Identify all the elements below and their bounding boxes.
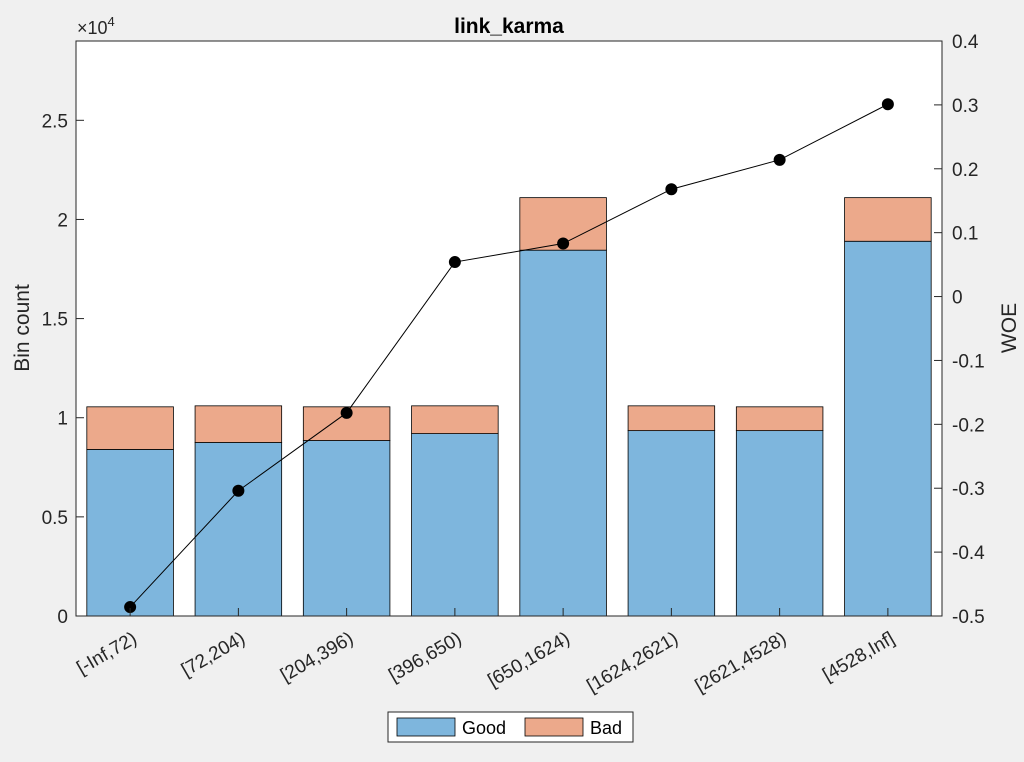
woe-point-7 <box>881 98 894 111</box>
y-axis-label: Bin count <box>11 284 34 372</box>
left-tick-label-3: 1.5 <box>42 310 68 331</box>
bar-good-1 <box>194 442 283 617</box>
legend[interactable]: Good Bad <box>387 711 634 743</box>
woe-polyline <box>129 103 889 608</box>
woe-line-group <box>124 98 894 614</box>
right-tick-label-4: -0.1 <box>952 351 985 372</box>
bar-bad-7 <box>844 197 932 242</box>
bar-good-5 <box>627 430 716 617</box>
left-axis-ticks: 0 0.5 1 1.5 2 2.5 <box>42 111 84 628</box>
woe-point-2 <box>340 406 353 419</box>
woe-point-6 <box>773 153 786 166</box>
bar-good-3 <box>411 433 499 617</box>
right-axis-ticks: -0.5 -0.4 -0.3 -0.2 -0.1 0 0.1 0.2 0.3 0.4 <box>934 32 985 628</box>
woe-point-5 <box>665 183 678 196</box>
left-tick-label-1: 0.5 <box>42 508 68 529</box>
x-tick-label-0: [-Inf,72) <box>73 628 140 679</box>
x-axis-ticks: [-Inf,72) [72,204) [204,396) [396,650) [650,… <box>73 608 898 697</box>
x-tick-label-7: [4528,Inf] <box>819 628 898 686</box>
left-tick-label-4: 2 <box>57 210 68 231</box>
right-tick-label-2: -0.3 <box>952 479 985 500</box>
y-exponent: ×104 <box>77 14 115 38</box>
bar-good-0 <box>86 449 174 617</box>
right-tick-label-1: -0.4 <box>952 543 985 564</box>
y2-axis-label: WOE <box>998 303 1021 353</box>
x-tick-label-5: [1624,2621) <box>584 628 682 697</box>
plot-frame <box>75 40 943 617</box>
left-tick-label-0: 0 <box>57 607 68 628</box>
right-tick-label-3: -0.2 <box>952 415 985 436</box>
right-tick-label-8: 0.3 <box>952 96 978 117</box>
right-tick-label-0: -0.5 <box>952 607 985 628</box>
bar-bad-2 <box>302 406 391 441</box>
legend-label-good: Good <box>462 718 506 738</box>
right-tick-label-7: 0.2 <box>952 160 978 181</box>
left-tick-label-2: 1 <box>57 409 68 430</box>
bar-bad-1 <box>194 405 283 443</box>
bar-good-2 <box>302 440 391 617</box>
x-tick-label-3: [396,650) <box>385 628 465 686</box>
bar-bad-3 <box>411 405 499 434</box>
chart-title: link_karma <box>454 15 564 38</box>
y-exponent-power: 4 <box>108 14 115 29</box>
bar-bad-6 <box>735 406 824 432</box>
y-exponent-base: ×10 <box>77 18 108 38</box>
legend-swatch-good <box>396 717 456 737</box>
right-tick-label-5: 0 <box>952 288 963 309</box>
woe-point-4 <box>557 237 570 250</box>
bar-bad-0 <box>86 406 174 450</box>
bar-good-4 <box>519 249 607 617</box>
woe-point-3 <box>448 256 461 269</box>
bar-good-6 <box>735 430 824 617</box>
bars-group <box>86 197 932 617</box>
right-tick-label-9: 0.4 <box>952 32 979 53</box>
woe-point-0 <box>124 601 137 614</box>
bar-bad-5 <box>627 405 716 432</box>
left-tick-label-5: 2.5 <box>42 111 68 132</box>
x-tick-label-6: [2621,4528) <box>692 628 790 697</box>
x-tick-label-2: [204,396) <box>277 628 357 686</box>
x-tick-label-4: [650,1624) <box>484 628 573 692</box>
legend-label-bad: Bad <box>590 718 622 738</box>
woe-point-1 <box>232 484 245 497</box>
bar-good-7 <box>844 240 932 617</box>
x-tick-label-1: [72,204) <box>178 628 249 681</box>
right-tick-label-6: 0.1 <box>952 224 978 245</box>
legend-swatch-bad <box>524 717 584 737</box>
